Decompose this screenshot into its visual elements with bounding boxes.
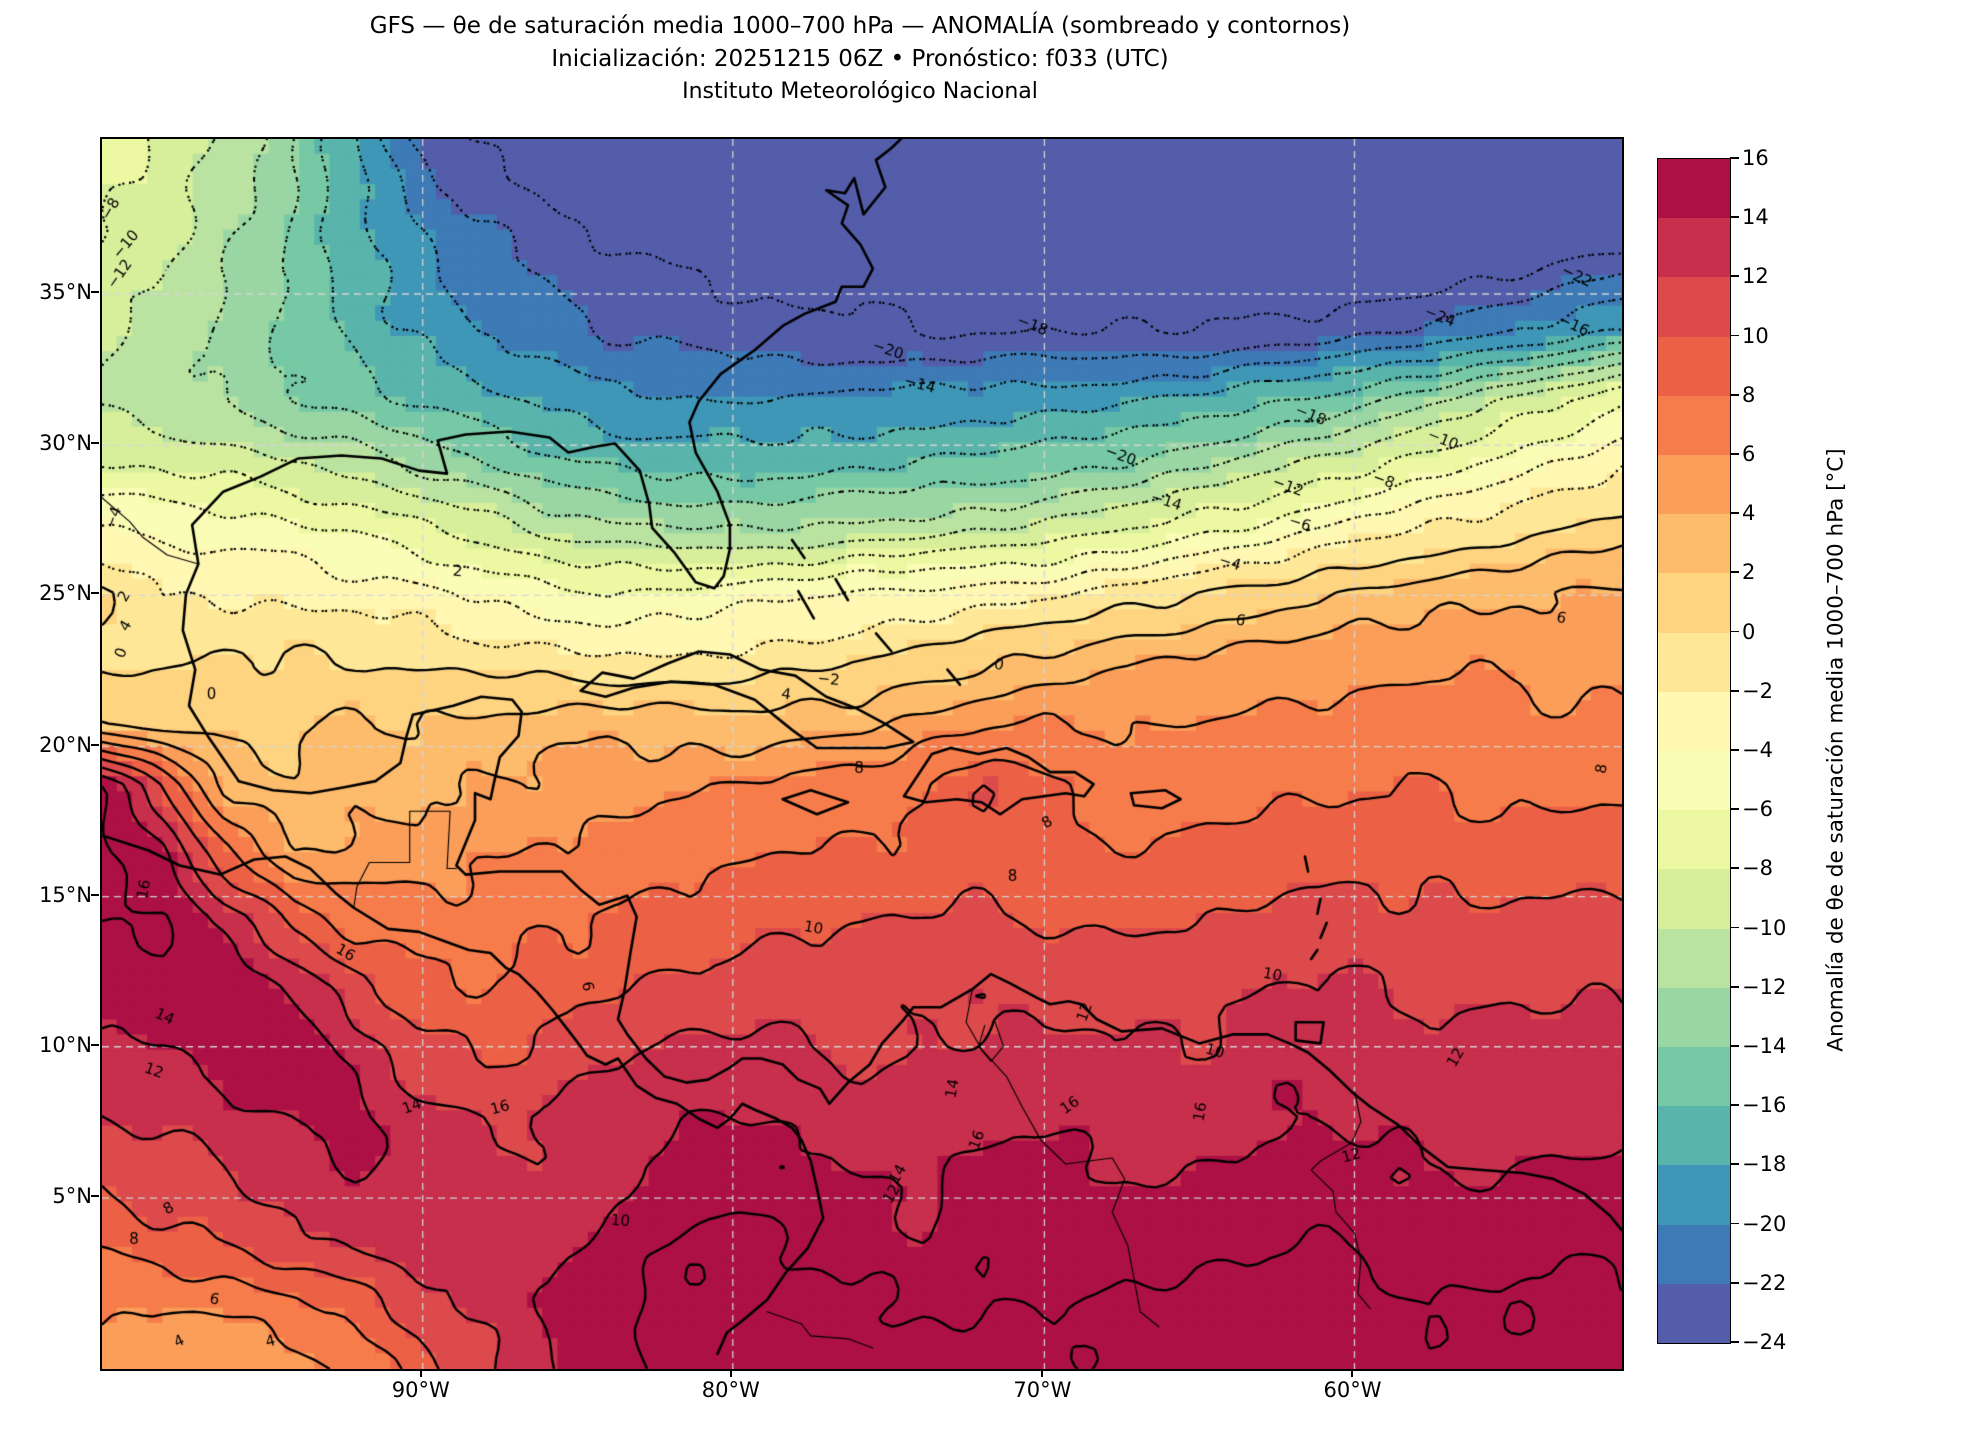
colorbar-cell bbox=[1658, 1047, 1730, 1107]
colorbar-tick-mark bbox=[1730, 689, 1739, 692]
colorbar-cell bbox=[1658, 1224, 1730, 1284]
y-tick-mark bbox=[91, 442, 99, 445]
colorbar-tick-label: 0 bbox=[1742, 619, 1756, 644]
colorbar-tick-mark bbox=[1730, 275, 1739, 278]
colorbar-tick-label: −18 bbox=[1742, 1152, 1787, 1177]
colorbar-tick-mark bbox=[1730, 808, 1739, 810]
colorbar-tick-mark bbox=[1730, 393, 1739, 396]
x-tick-label: 80°W bbox=[701, 1378, 760, 1402]
chart-title: GFS — θe de saturación media 1000–700 hP… bbox=[369, 13, 1351, 39]
colorbar-tick-mark bbox=[1730, 216, 1739, 218]
colorbar-tick-mark bbox=[1730, 1163, 1739, 1166]
colorbar-cell bbox=[1658, 1165, 1730, 1225]
colorbar-tick-label: 12 bbox=[1742, 264, 1769, 289]
y-tick-mark bbox=[91, 592, 99, 595]
y-tick-mark bbox=[91, 290, 99, 293]
y-tick-label: 30°N bbox=[39, 431, 92, 456]
x-tick-label: 70°W bbox=[1013, 1378, 1072, 1402]
colorbar-cell bbox=[1658, 218, 1730, 278]
colorbar-tick-label: −22 bbox=[1742, 1270, 1787, 1295]
colorbar-cell bbox=[1658, 987, 1730, 1048]
colorbar-tick-mark bbox=[1730, 867, 1739, 870]
x-tick-mark bbox=[1041, 1369, 1044, 1377]
colorbar-tick-label: 10 bbox=[1742, 323, 1769, 348]
colorbar-cell bbox=[1658, 1283, 1730, 1344]
colorbar-tick-mark bbox=[1730, 334, 1739, 337]
colorbar-cell bbox=[1658, 1106, 1730, 1166]
y-tick-label: 20°N bbox=[39, 732, 92, 757]
x-tick-mark bbox=[1351, 1369, 1354, 1377]
colorbar-cell bbox=[1658, 455, 1730, 515]
colorbar-tick-mark bbox=[1730, 453, 1739, 455]
colorbar-tick-mark bbox=[1730, 985, 1739, 988]
x-tick-mark bbox=[729, 1369, 732, 1377]
colorbar-tick-label: −2 bbox=[1742, 678, 1773, 703]
y-tick-label: 5°N bbox=[52, 1184, 92, 1209]
y-tick-label: 15°N bbox=[39, 882, 92, 907]
colorbar-cell bbox=[1658, 691, 1730, 752]
colorbar-tick-label: −6 bbox=[1742, 797, 1773, 822]
colorbar-tick-label: 8 bbox=[1742, 382, 1756, 407]
colorbar-tick-label: 16 bbox=[1742, 146, 1769, 170]
colorbar-tick-mark bbox=[1730, 749, 1739, 751]
colorbar-tick-label: −10 bbox=[1742, 915, 1787, 940]
colorbar-tick-label: −16 bbox=[1742, 1093, 1787, 1118]
colorbar-tick-mark bbox=[1730, 1222, 1739, 1225]
colorbar bbox=[1657, 158, 1731, 1344]
colorbar-tick-mark bbox=[1730, 571, 1739, 574]
colorbar-cell bbox=[1658, 928, 1730, 988]
title-block: GFS — θe de saturación media 1000–700 hP… bbox=[100, 10, 1620, 108]
y-tick-label: 25°N bbox=[39, 581, 92, 606]
chart-subtitle-init-forecast: Inicialización: 20251215 06Z • Pronóstic… bbox=[551, 46, 1169, 72]
y-tick-mark bbox=[91, 1043, 99, 1046]
colorbar-tick-label: −14 bbox=[1742, 1034, 1787, 1058]
colorbar-cell bbox=[1658, 751, 1730, 811]
colorbar-tick-mark bbox=[1730, 1341, 1739, 1343]
colorbar-cell bbox=[1658, 869, 1730, 929]
colorbar-tick-label: 6 bbox=[1742, 442, 1756, 466]
colorbar-cell bbox=[1658, 336, 1730, 396]
colorbar-tick-label: −20 bbox=[1742, 1211, 1787, 1236]
colorbar-cell bbox=[1658, 277, 1730, 337]
colorbar-cell bbox=[1658, 514, 1730, 574]
y-tick-label: 35°N bbox=[39, 279, 92, 304]
y-tick-mark bbox=[91, 743, 99, 746]
colorbar-tick-mark bbox=[1730, 926, 1739, 929]
x-tick-label: 60°W bbox=[1323, 1378, 1382, 1402]
colorbar-tick-label: 4 bbox=[1742, 501, 1756, 526]
x-tick-mark bbox=[419, 1369, 422, 1377]
y-tick-label: 10°N bbox=[39, 1032, 92, 1057]
colorbar-tick-label: 2 bbox=[1742, 560, 1756, 585]
x-tick-label: 90°W bbox=[391, 1378, 450, 1402]
colorbar-cell bbox=[1658, 159, 1730, 219]
colorbar-tick-label: −4 bbox=[1742, 738, 1773, 762]
colorbar-cell bbox=[1658, 810, 1730, 870]
colorbar-tick-mark bbox=[1730, 1281, 1739, 1284]
colorbar-tick-label: −12 bbox=[1742, 974, 1787, 999]
chart-institution: Instituto Meteorológico Nacional bbox=[682, 79, 1038, 104]
colorbar-cell bbox=[1658, 632, 1730, 692]
y-tick-mark bbox=[91, 893, 99, 896]
colorbar-cell bbox=[1658, 395, 1730, 456]
colorbar-tick-mark bbox=[1730, 1045, 1739, 1047]
colorbar-tick-mark bbox=[1730, 157, 1739, 159]
contour-map-canvas bbox=[100, 137, 1624, 1371]
colorbar-label: Anomalía de θe de saturación media 1000–… bbox=[1823, 448, 1849, 1052]
colorbar-tick-mark bbox=[1730, 630, 1739, 633]
colorbar-tick-label: −8 bbox=[1742, 856, 1773, 881]
colorbar-tick-mark bbox=[1730, 1104, 1739, 1106]
colorbar-cell bbox=[1658, 573, 1730, 633]
colorbar-tick-mark bbox=[1730, 512, 1739, 514]
colorbar-tick-label: 14 bbox=[1742, 205, 1769, 230]
y-tick-mark bbox=[91, 1195, 99, 1198]
colorbar-tick-label: −24 bbox=[1742, 1330, 1787, 1354]
